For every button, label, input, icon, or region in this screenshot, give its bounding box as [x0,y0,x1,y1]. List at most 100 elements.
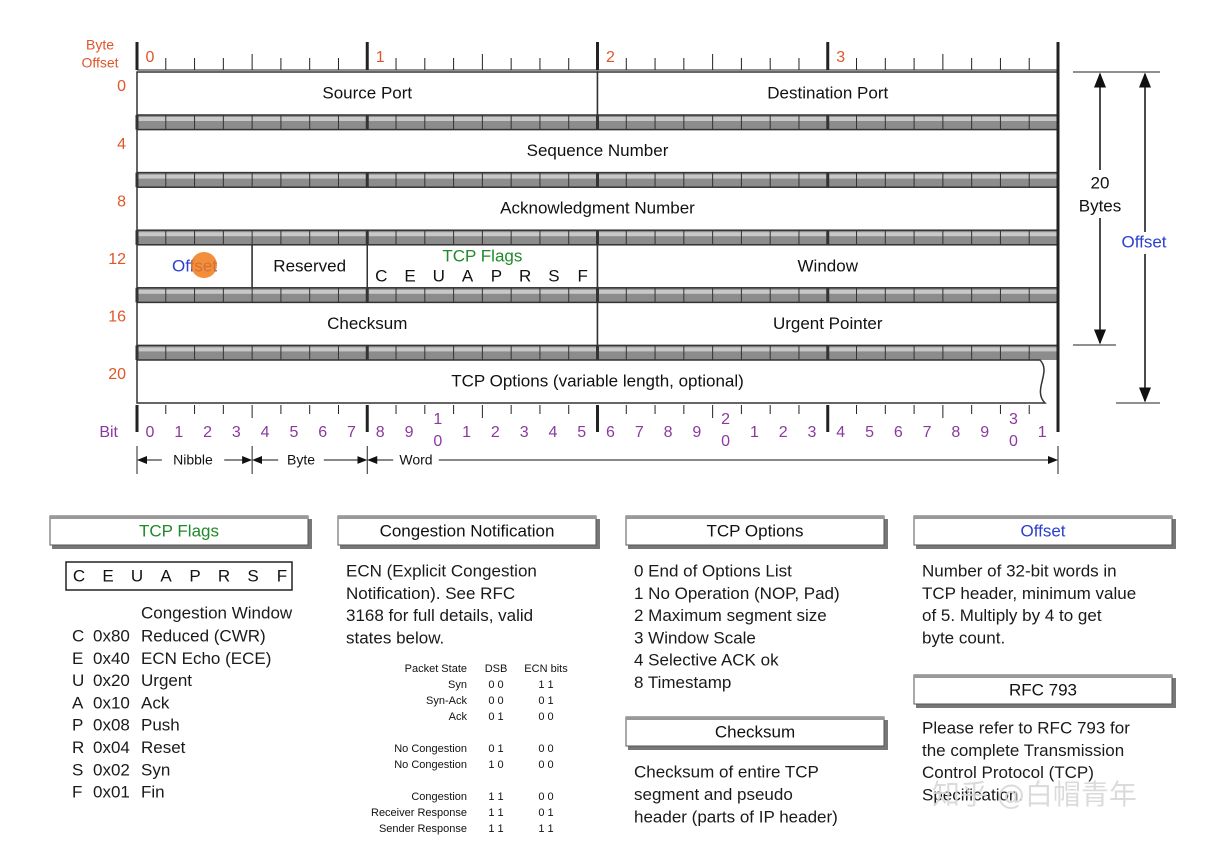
bit-number: 8 [664,424,673,441]
cursor [191,252,217,278]
panel-text: Control Protocol (TCP) [922,763,1094,782]
flag-name: Ack [141,693,170,712]
bit-number: 7 [923,424,932,441]
panel-title: Congestion Notification [380,521,555,540]
panel-text: 3168 for full details, valid [346,606,533,625]
bit-number: 2 [779,424,788,441]
field-label: Reserved [273,256,346,275]
bit-number: 5 [865,424,874,441]
panel-text: Number of 32-bit words in [922,561,1117,580]
table-cell: Ack [449,711,468,723]
bit-number: 2 [491,424,500,441]
panel-text: 0 End of Options List [634,561,792,580]
flag-hex: 0x01 [93,783,130,802]
flag-letter: C [375,266,387,285]
panel-text: states below. [346,628,444,647]
table-cell: No Congestion [394,759,467,771]
flag-letter: P [189,566,200,585]
byte-column: 2 [606,49,615,66]
panel-text: TCP header, minimum value [922,584,1136,603]
byte-column: 1 [376,49,385,66]
table-cell: 0 0 [538,759,553,771]
table-header: DSB [485,663,508,675]
panel-title-top [914,675,1172,678]
panel-text: header (parts of IP header) [634,807,838,826]
table-cell: 1 1 [488,823,503,835]
panel-text: 2 Maximum segment size [634,606,827,625]
table-cell: 1 1 [488,807,503,819]
field-label: Destination Port [767,83,888,102]
bit-number: 4 [548,424,557,441]
flag-letter: S [548,266,559,285]
bit-number: 1 [174,424,183,441]
field-box [366,244,599,289]
panel-text: segment and pseudo [634,785,793,804]
bit-number: 3 [232,424,241,441]
field-label: Sequence Number [527,141,669,160]
byte-offset-label: Offset [81,55,118,71]
panel-title-top [626,516,884,519]
panel-text: Specification. [922,785,1023,804]
header-size: 20 [1091,173,1110,192]
field-box [136,128,1059,174]
panel-subtitle: Congestion Window [141,603,293,622]
panel-title-top [626,717,884,720]
flag-letter: U [433,266,445,285]
scale-label: Byte [287,452,315,468]
table-cell: 0 0 [538,711,553,723]
bit-number: 3 [520,424,529,441]
table-cell: 0 1 [538,807,553,819]
table-cell: Receiver Response [371,807,467,819]
table-cell: 1 0 [488,759,503,771]
byte-column: 3 [836,49,845,66]
bit-number: 4 [836,424,845,441]
bit-number: 4 [261,424,270,441]
label-bg [1075,170,1125,218]
panel-title-top [914,516,1172,519]
flag-hex: 0x10 [93,693,130,712]
panel-text: ECN (Explicit Congestion [346,561,537,580]
panel-text: 1 No Operation (NOP, Pad) [634,584,840,603]
table-cell: Syn [448,679,467,691]
byte-column: 0 [146,49,155,66]
table-cell: 0 1 [488,711,503,723]
flag-letter: P [72,716,83,735]
bit-number: 7 [635,424,644,441]
field-box [251,244,368,289]
flag-letter: U [131,566,143,585]
panel-title: TCP Options [706,521,803,540]
flag-name: Reduced (CWR) [141,626,266,645]
row-offset: 12 [108,251,126,268]
panel-title-box [913,674,1173,705]
table-cell: 0 0 [488,679,503,691]
flag-name: Push [141,716,180,735]
panel-title-box [49,515,309,546]
field-label: Source Port [322,83,412,102]
table-cell: Sender Response [379,823,467,835]
bit-number: 7 [347,424,356,441]
field-label: Checksum [327,314,407,333]
row-offset: 4 [117,136,126,153]
table-cell: 0 1 [538,695,553,707]
bit-number: 5 [289,424,298,441]
table-cell: 0 0 [488,695,503,707]
panel-title: Checksum [715,722,795,741]
watermark: 知乎 @白帽青年 [932,778,1137,811]
bit-number: 1 [1038,424,1047,441]
bit-number: 5 [577,424,586,441]
flag-hex: 0x40 [93,649,130,668]
table-cell: 0 1 [488,743,503,755]
flag-letter: R [519,266,531,285]
panel-title-top [50,516,308,519]
flag-letter: E [404,266,415,285]
table-cell: 0 0 [538,743,553,755]
table-cell: 0 0 [538,791,553,803]
table-cell: 1 1 [538,823,553,835]
bit-label: Bit [99,424,118,441]
panel-title-box [625,515,885,546]
flag-letter: S [247,566,258,585]
row-offset: 0 [117,78,126,95]
